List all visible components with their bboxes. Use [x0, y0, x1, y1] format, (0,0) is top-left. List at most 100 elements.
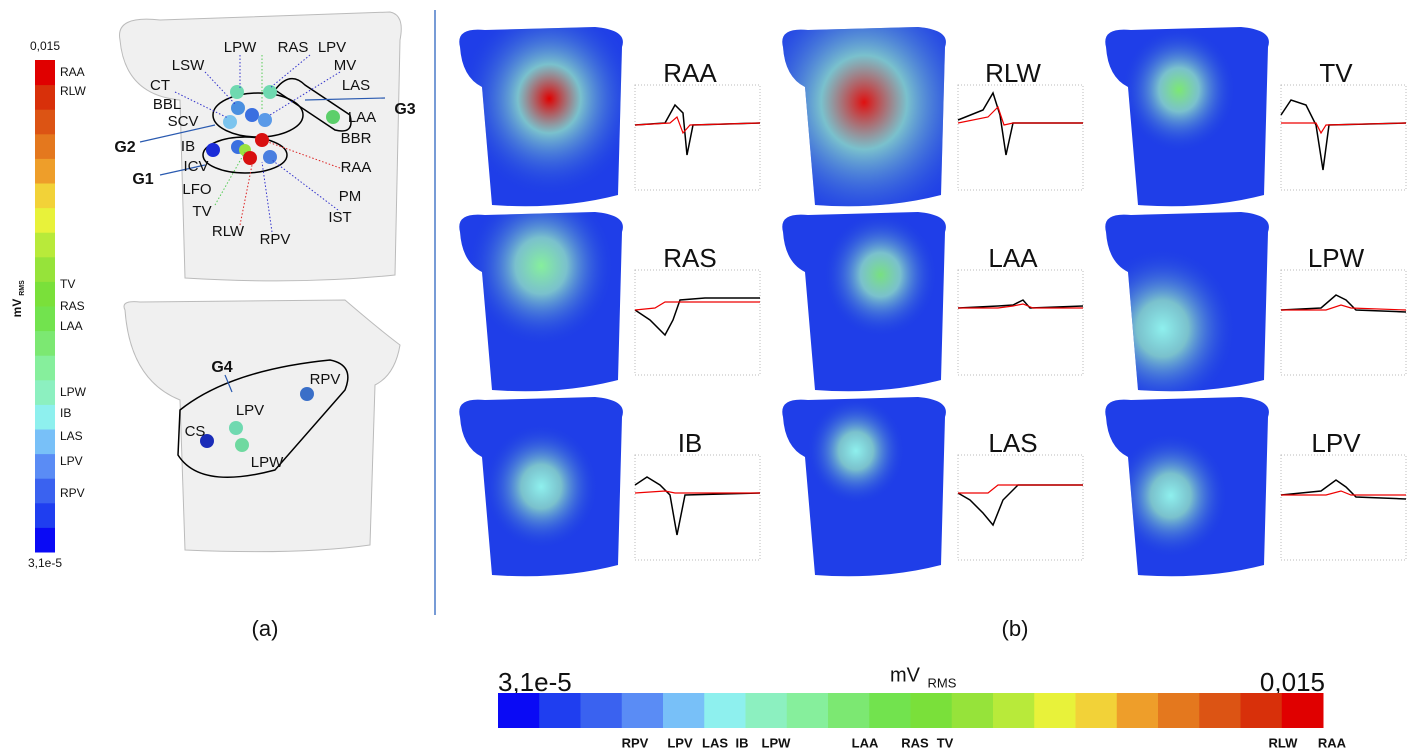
trace-box — [634, 84, 761, 191]
trace-estimated — [1281, 122, 1407, 135]
trace-estimated — [957, 105, 1083, 126]
colorbar-segment — [35, 453, 55, 479]
colorbar-min: 3,1e-5 — [28, 556, 62, 570]
map-panel: IB — [459, 397, 761, 577]
group-label: G1 — [132, 171, 153, 188]
electrode — [258, 113, 272, 127]
colorbar-segment — [1158, 693, 1200, 728]
colorbar-segment — [35, 158, 55, 184]
ecg-trace — [957, 84, 1084, 191]
ecg-trace — [957, 454, 1084, 561]
map-label: LAS — [988, 428, 1037, 458]
colorbar-segment — [1034, 693, 1076, 728]
group-label: G4 — [211, 359, 232, 376]
colorbar-segment — [1199, 693, 1241, 728]
unit: mV — [890, 664, 921, 686]
ecg-trace — [634, 269, 761, 376]
torso-bottom — [123, 299, 401, 553]
unit-sub: RMS — [19, 280, 26, 296]
colorbar-label: LPW — [762, 735, 792, 750]
unit: mV — [10, 299, 24, 318]
map-label: TV — [1319, 58, 1353, 88]
panel-b: (b) RAA RLW TV RAS LAA LPW IB LAS LPV — [459, 27, 1407, 641]
colorbar-segment — [1240, 693, 1283, 728]
colorbar-label: LPV — [667, 735, 693, 750]
caption: (b) — [1002, 616, 1029, 641]
map-panel: RAS — [459, 212, 761, 392]
site-label: BBR — [341, 130, 372, 147]
pointer — [139, 124, 216, 143]
trace-estimated — [1281, 490, 1406, 496]
colorbar-segment — [704, 693, 746, 728]
colorbar-segment — [35, 232, 55, 258]
colorbar-max: 0,015 — [1260, 667, 1325, 697]
colorbar-max: 0,015 — [30, 39, 60, 53]
trace-estimated — [958, 303, 1083, 309]
torso-map-overlay — [459, 27, 623, 207]
trace-estimated — [958, 484, 1083, 494]
ecg-trace — [1280, 84, 1407, 191]
site-label: RAA — [341, 159, 372, 176]
colorbar-segment — [35, 109, 55, 135]
colorbar-segment — [993, 693, 1035, 728]
torso-map-overlay — [782, 27, 946, 207]
colorbar-label: RLW — [1269, 735, 1299, 750]
torso-top-labels: LPW RAS LPV LSW MV CT LAS BBL SCV LAA BB… — [114, 39, 415, 471]
map-label: RAS — [663, 243, 716, 273]
colorbar-label: LAA — [852, 735, 879, 750]
electrode — [300, 387, 314, 401]
colorbar-segment — [1281, 693, 1324, 728]
site-label: RPV — [310, 371, 341, 388]
site-label: LPV — [318, 39, 346, 56]
colorbar-label: LAS — [60, 429, 83, 443]
colorbar-label: IB — [60, 406, 71, 420]
trace-box — [1280, 269, 1407, 376]
site-label: IST — [328, 209, 351, 226]
leader — [267, 141, 341, 169]
map-label: LAA — [988, 243, 1038, 273]
trace-box — [957, 84, 1084, 191]
colorbar-segment — [869, 693, 911, 728]
trace-measured — [634, 476, 761, 536]
site-label: LPV — [236, 402, 264, 419]
colorbar-label: RPV — [622, 735, 649, 750]
electrode — [206, 143, 220, 157]
torso-map-overlay — [1105, 212, 1269, 392]
colorbar-segment — [35, 379, 55, 405]
trace-box — [957, 269, 1084, 376]
electrodes — [200, 85, 340, 452]
panel-a: LPW RAS LPV LSW MV CT LAS BBL SCV LAA BB… — [10, 11, 416, 641]
colorbar-unit: mV RMS — [10, 280, 26, 317]
colorbar-segment — [35, 84, 55, 110]
map-panel: LPW — [1105, 212, 1407, 392]
site-label: LAS — [342, 77, 370, 94]
colorbar-segment — [35, 478, 55, 504]
unit-sub: RMS — [928, 675, 957, 690]
colorbar-label: LPW — [60, 385, 87, 399]
colorbar-segment — [621, 693, 664, 728]
colorbar-segment — [35, 355, 55, 381]
electrode — [230, 85, 244, 99]
leader — [204, 71, 236, 105]
ecg-trace — [1280, 269, 1407, 376]
trace-estimated — [1281, 304, 1407, 311]
pointer — [159, 164, 206, 176]
colorbar-label: TV — [60, 277, 75, 291]
colorbar-segment — [35, 502, 55, 528]
site-label: RPV — [260, 231, 291, 248]
colorbar-segment — [498, 693, 540, 728]
colorbar-label: IB — [736, 735, 749, 750]
trace-box — [1280, 454, 1407, 561]
map-panel: RLW — [782, 27, 1084, 207]
colorbar-label: RAS — [901, 735, 929, 750]
site-label: PM — [339, 188, 362, 205]
map-panel: TV — [1105, 27, 1407, 207]
colorbar-segment — [35, 330, 55, 356]
colorbar-segment — [910, 693, 953, 728]
colorbar-segment — [35, 183, 55, 209]
electrode — [255, 133, 269, 147]
electrode — [229, 421, 243, 435]
colorbar-segment — [35, 281, 55, 307]
colorbar-segment — [663, 693, 705, 728]
